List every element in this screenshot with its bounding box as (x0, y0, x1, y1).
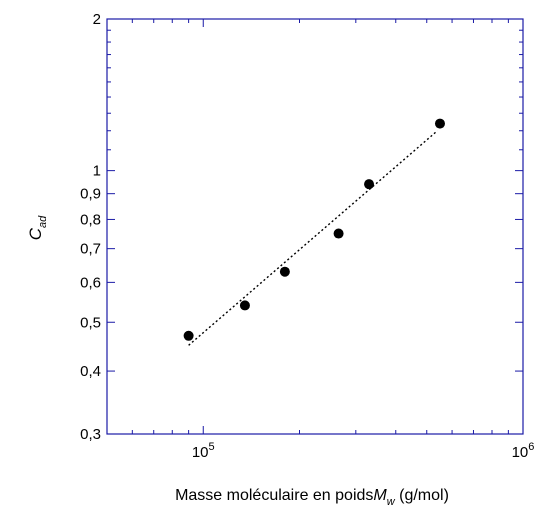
fit-line (188, 130, 438, 346)
plot-frame (106, 18, 524, 435)
x-axis-label: Masse moléculaire en poidsMw (g/mol) (175, 487, 449, 508)
data-point (239, 300, 250, 311)
x-tick-label: 106 (512, 441, 535, 461)
y-tick-label: 0,8 (80, 211, 101, 228)
data-point (183, 330, 194, 341)
y-axis-label: Cad (26, 215, 49, 240)
data-point (364, 179, 375, 190)
y-tick-label: 0,9 (80, 186, 101, 203)
y-tick-label: 0,3 (80, 426, 101, 443)
data-point (434, 118, 445, 129)
fit-line-layer (188, 130, 438, 346)
y-tick-label: 0,6 (80, 274, 101, 291)
y-tick-label: 0,5 (80, 314, 101, 331)
x-tick-label: 105 (192, 441, 215, 461)
y-tick-label: 1 (93, 163, 101, 180)
data-point (279, 266, 290, 277)
data-point (333, 228, 344, 239)
y-tick-label: 0,4 (80, 363, 101, 380)
tick-layer: 0,3 0,4 0,5 0,6 0,7 0,8 0,9 1 2 105 106 (80, 11, 534, 461)
y-tick-label: 2 (93, 11, 101, 28)
data-points-layer (183, 118, 445, 341)
y-tick-label: 0,7 (80, 241, 101, 258)
